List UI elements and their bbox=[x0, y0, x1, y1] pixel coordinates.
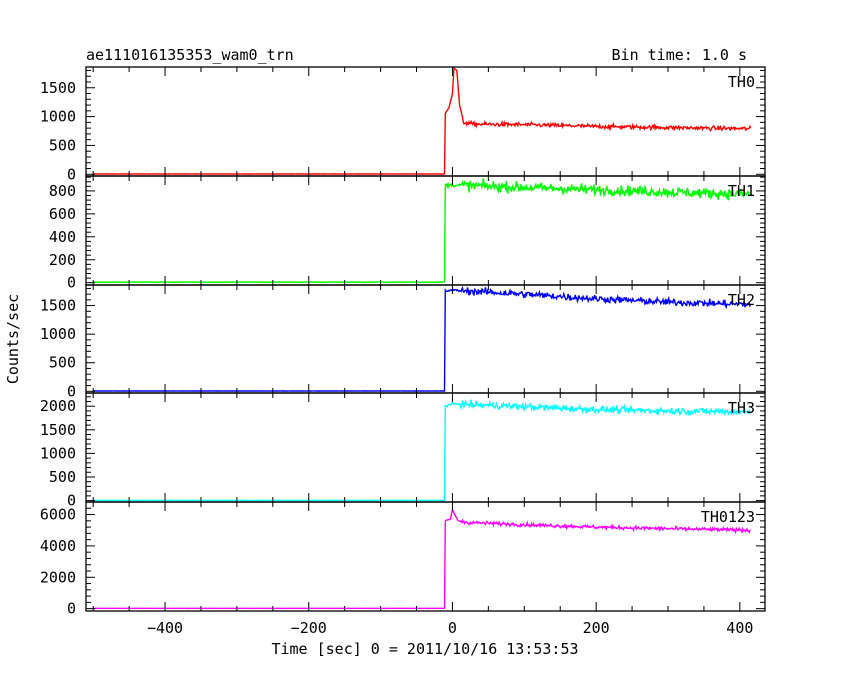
panel-frame bbox=[85, 501, 766, 612]
x-axis-label: Time [sec] 0 = 2011/10/16 13:53:53 bbox=[271, 640, 578, 658]
series-label-th0: TH0 bbox=[728, 73, 755, 91]
y-tick-label: 4000 bbox=[40, 537, 76, 555]
x-tick-label: −400 bbox=[147, 619, 183, 637]
series-line-th0 bbox=[93, 66, 752, 175]
panel-th0: 0 500 1000 1500 TH0 bbox=[40, 66, 766, 183]
y-tick-label: 500 bbox=[49, 468, 76, 486]
y-tick-label: 500 bbox=[49, 136, 76, 154]
series-line-th1 bbox=[93, 178, 751, 284]
y-tick-label: 1000 bbox=[40, 325, 76, 343]
x-tick-label: 400 bbox=[726, 619, 753, 637]
y-tick-label: 1000 bbox=[40, 444, 76, 462]
series-line-th2 bbox=[93, 285, 752, 392]
panel-th1: 0 200 400 600 800 TH1 bbox=[49, 175, 766, 292]
y-tick-label: 0 bbox=[67, 165, 76, 183]
series-line-th0123 bbox=[93, 509, 751, 610]
y-tick-label: 0 bbox=[67, 600, 76, 618]
x-tick-label: 0 bbox=[448, 619, 457, 637]
y-tick-label: 1500 bbox=[40, 79, 76, 97]
series-label-th1: TH1 bbox=[728, 182, 755, 200]
y-tick-label: 1500 bbox=[40, 421, 76, 439]
x-tick-label: −200 bbox=[291, 619, 327, 637]
series-label-th2: TH2 bbox=[728, 291, 755, 309]
y-tick-label: 400 bbox=[49, 228, 76, 246]
y-tick-label: 600 bbox=[49, 205, 76, 223]
y-tick-label: 6000 bbox=[40, 506, 76, 524]
panel-frame bbox=[85, 66, 766, 177]
panel-th0123: 0 2000 4000 6000 TH0123 bbox=[40, 501, 766, 618]
series-line-th3 bbox=[93, 399, 751, 502]
y-tick-label: 2000 bbox=[40, 568, 76, 586]
y-tick-label: 500 bbox=[49, 354, 76, 372]
panel-frame bbox=[85, 392, 766, 503]
y-axis-label: Counts/sec bbox=[4, 294, 22, 384]
y-tick-label: 1500 bbox=[40, 297, 76, 315]
chart-title: ae111016135353_wam0_trn bbox=[86, 46, 294, 64]
series-label-th3: TH3 bbox=[728, 399, 755, 417]
y-tick-label: 0 bbox=[67, 382, 76, 400]
bin-time-label: Bin time: 1.0 s bbox=[612, 46, 747, 64]
panel-th3: 0 500 1000 1500 2000 TH3 bbox=[40, 392, 766, 510]
y-tick-label: 200 bbox=[49, 251, 76, 269]
y-tick-label: 0 bbox=[67, 274, 76, 292]
panels-group: 0 500 1000 1500 TH0 0 200 400 600 800 TH1 0 500 1000 1… bbox=[40, 66, 766, 637]
y-tick-label: 0 bbox=[67, 492, 76, 510]
panel-th2: 0 500 1000 1500 TH2 bbox=[40, 284, 766, 400]
y-tick-label: 800 bbox=[49, 182, 76, 200]
x-tick-label: 200 bbox=[583, 619, 610, 637]
y-tick-label: 1000 bbox=[40, 108, 76, 126]
y-tick-label: 2000 bbox=[40, 397, 76, 415]
series-label-th0123: TH0123 bbox=[701, 508, 755, 526]
